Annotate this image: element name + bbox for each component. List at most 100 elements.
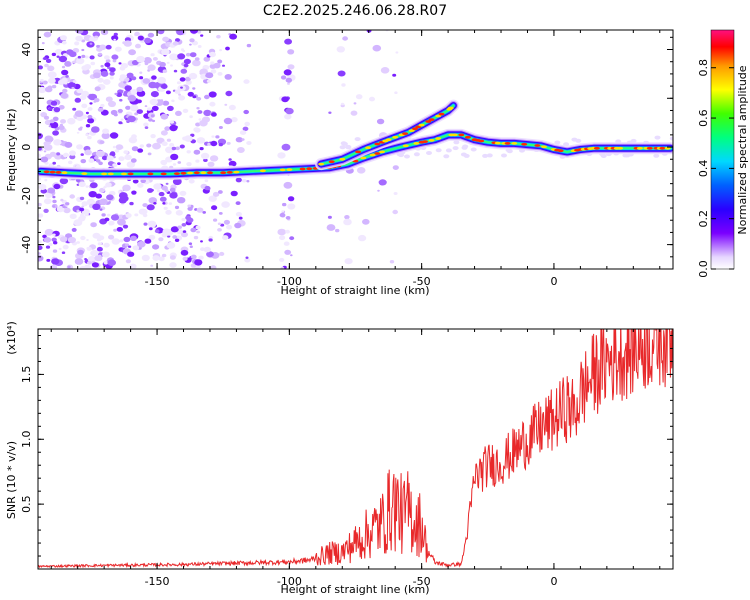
noise-blob [112,59,117,63]
noise-blob [65,75,69,78]
ridge-peak [422,140,428,144]
noise-blob [101,132,110,140]
noise-blob [100,70,109,77]
noise-blob [217,222,222,226]
noise-blob [376,118,385,125]
noise-blob [136,99,142,104]
noise-blob [69,150,76,156]
noise-blob [339,145,346,150]
noise-blob [217,72,223,76]
noise-blob [186,150,191,154]
noise-blob [170,226,179,233]
noise-blob [221,201,230,208]
noise-blob [152,57,158,61]
noise-blob [105,182,112,188]
ridge-peak [55,171,62,174]
noise-blob [164,229,174,236]
noise-blob [122,224,129,229]
noise-blob [190,254,197,259]
noise-blob [127,251,135,257]
noise-blob [358,234,367,242]
noise-blob [189,52,197,58]
noise-blob [190,73,194,77]
noise-blob [62,244,69,250]
noise-blob [194,259,203,266]
noise-blob [119,98,123,102]
noise-blob [113,32,118,37]
ridge-peak [541,145,547,149]
noise-blob [380,67,390,74]
colorbar-scale [710,29,735,270]
snr-panel: -150 -100 -50 0 0.5 1.0 1.5 Height of straight… [5,321,674,596]
noise-blob [356,167,366,174]
ridge-peak [160,172,167,176]
ridge-peak [494,141,501,145]
noise-blob [225,90,233,97]
noise-blob [38,202,42,207]
noise-blob [164,126,171,131]
noise-blob [81,205,85,208]
ridge-peak [369,153,376,157]
noise-blob [171,99,175,103]
noise-blob [93,72,101,79]
noise-blob [228,160,237,167]
noise-blob [235,137,243,143]
noise-blob [189,115,193,119]
noise-blob [244,121,250,127]
noise-blob [177,161,182,164]
noise-blob [62,205,66,208]
noise-blob [188,179,195,184]
noise-blob [575,138,582,143]
noise-blob [115,46,122,52]
noise-blob [392,209,399,215]
noise-blob [137,35,144,41]
noise-blob [195,122,201,127]
noise-blob [165,146,174,154]
noise-blob [81,48,85,52]
ridge-peak [464,135,471,139]
noise-blob [146,143,152,148]
noise-blob [61,77,68,84]
noise-blob [161,185,168,191]
noise-blob [142,213,148,218]
noise-blob [200,34,204,37]
colorbar-tick-label: 0.4 [697,160,710,178]
noise-blob [151,105,159,111]
noise-blob [109,132,119,139]
noise-blob [243,109,249,115]
noise-blob [177,197,186,204]
noise-blob [197,45,202,48]
noise-blob [182,136,188,141]
noise-blob [148,81,158,89]
ridge-peak [49,170,56,174]
noise-blob [161,253,167,258]
noise-blob [67,160,73,165]
noise-blob [87,107,93,111]
ridge-peak [233,170,240,174]
noise-blob [241,138,245,141]
noise-blob [230,190,238,197]
noise-blob [245,256,249,259]
noise-blob [328,111,332,114]
noise-blob [177,225,182,229]
noise-blob [45,58,52,64]
noise-blob [67,265,71,269]
noise-blob [134,213,139,217]
noise-blob [126,72,134,79]
noise-blob [91,262,99,268]
noise-blob [104,217,110,222]
noise-blob [60,92,69,99]
noise-blob [182,230,187,233]
noise-blob [158,191,165,197]
noise-blob [460,152,467,157]
noise-blob [104,55,110,60]
noise-blob [105,59,111,63]
noise-blob [223,117,233,125]
noise-blob [143,222,148,226]
noise-blob [87,135,92,140]
noise-blob [340,141,347,146]
noise-blob [44,228,54,236]
noise-blob [283,241,290,246]
noise-blob [159,196,167,202]
